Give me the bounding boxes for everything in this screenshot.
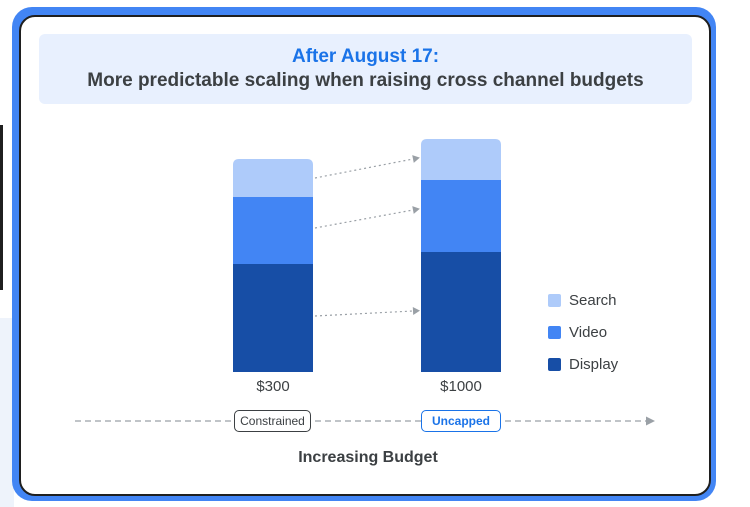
legend: Search Video Display — [548, 290, 618, 386]
connector-search — [314, 158, 414, 179]
category-label-1: $1000 — [440, 378, 482, 395]
header-box — [39, 34, 692, 104]
budget-axis-arrowhead — [646, 416, 655, 426]
bars-layer — [233, 139, 501, 372]
x-axis-label: Increasing Budget — [298, 449, 438, 466]
legend-item-display: Display — [548, 354, 618, 374]
legend-swatch-search — [548, 293, 561, 307]
legend-label-display: Display — [569, 355, 619, 373]
constrained-badge: Constrained — [234, 410, 311, 432]
legend-swatch-display — [548, 357, 561, 371]
legend-label-video: Video — [569, 323, 608, 341]
bar-search-1 — [421, 139, 501, 180]
connector-arrowhead-search — [412, 155, 420, 163]
category-label-0: $300 — [256, 378, 290, 395]
legend-swatch-video — [548, 325, 561, 339]
connector-display — [314, 310, 414, 317]
connector-video — [314, 209, 414, 229]
bar-display-1 — [421, 252, 501, 372]
bar-search-0 — [233, 159, 313, 197]
header-title: After August 17: — [291, 46, 440, 67]
legend-item-video: Video — [548, 322, 618, 342]
side-panel — [0, 318, 14, 507]
connector-arrowhead-display — [412, 307, 420, 315]
axis-layer — [75, 416, 655, 426]
bar-video-0 — [233, 197, 313, 264]
arrows-layer — [314, 155, 420, 317]
legend-label-search: Search — [569, 291, 617, 309]
bar-video-1 — [421, 180, 501, 252]
uncapped-badge: Uncapped — [421, 410, 501, 432]
legend-item-search: Search — [548, 290, 618, 310]
side-divider — [0, 125, 3, 290]
bar-display-0 — [233, 264, 313, 372]
header-subtitle: More predictable scaling when raising cr… — [87, 70, 644, 91]
connector-arrowhead-video — [412, 206, 420, 214]
